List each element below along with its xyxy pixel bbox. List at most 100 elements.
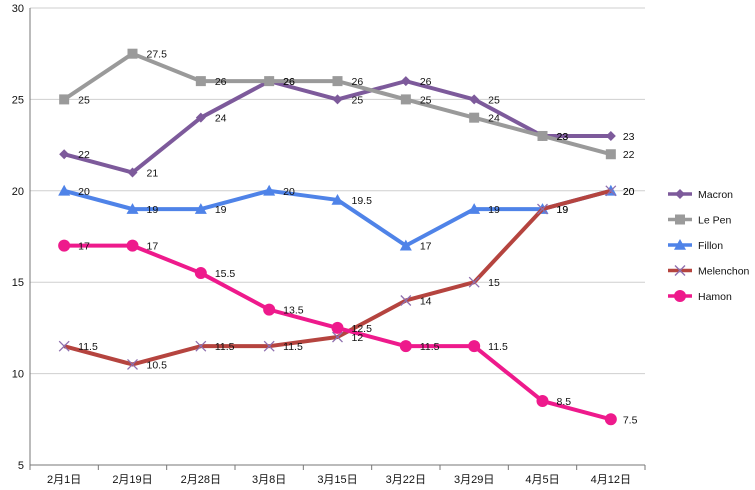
legend-label-melenchon: Melenchon <box>698 266 750 278</box>
melenchon-data-label: 10.5 <box>147 359 168 371</box>
melenchon-data-label: 11.5 <box>215 341 235 353</box>
x-tick-label: 4月5日 <box>525 474 559 486</box>
x-tick-label: 4月12日 <box>591 474 631 486</box>
y-tick-label: 5 <box>18 460 24 472</box>
fillon-data-label: 19 <box>488 204 500 216</box>
le-pen-point <box>469 112 480 123</box>
melenchon-point <box>195 340 207 352</box>
legend: Macron Le Pen Fillon Melenchon Hamon <box>668 189 750 303</box>
melenchon-point <box>537 203 548 215</box>
macron-data-label: 22 <box>78 149 90 161</box>
legend-item-fillon: Fillon <box>668 239 723 252</box>
melenchon-point <box>468 276 480 288</box>
le-pen-point <box>537 130 548 141</box>
legend-marker-le-pen <box>675 214 685 225</box>
macron-data-label: 23 <box>557 131 569 143</box>
melenchon-data-label: 20 <box>623 186 635 198</box>
macron-point <box>605 130 616 141</box>
legend-item-macron: Macron <box>668 189 733 201</box>
melenchon-line <box>63 188 612 367</box>
hamon-data-label: 17 <box>147 241 159 253</box>
le-pen-data-label: 26 <box>352 76 364 88</box>
hamon-point <box>536 395 549 408</box>
macron-point <box>400 76 411 87</box>
le-pen-point <box>59 94 70 105</box>
melenchon-data-label: 11.5 <box>78 341 98 353</box>
le-pen-data-label: 26 <box>283 76 295 88</box>
fillon-data-label: 17 <box>420 241 432 253</box>
macron-data-label: 25 <box>488 94 500 106</box>
legend-label-le-pen: Le Pen <box>698 215 731 227</box>
macron-data-label: 24 <box>215 113 227 125</box>
macron-data-label: 26 <box>420 76 432 88</box>
x-tick-label: 3月15日 <box>317 474 357 486</box>
fillon-point <box>126 203 139 214</box>
hamon-point <box>468 340 481 353</box>
hamon-data-label: 15.5 <box>215 268 236 280</box>
fillon-point <box>399 239 412 251</box>
hamon-data-label: 11.5 <box>488 341 508 353</box>
le-pen-data-label: 24 <box>488 113 500 125</box>
x-tick-label: 2月1日 <box>47 474 81 486</box>
y-tick-label: 10 <box>12 369 24 381</box>
le-pen-point <box>605 149 616 160</box>
hamon-data-label: 12.5 <box>352 323 373 335</box>
x-axis-ticks: 2月1日 2月19日 2月28日 3月8日 3月15日 3月22日 3月29日 4月5日 4月1… <box>47 474 631 486</box>
melenchon-point <box>263 340 275 352</box>
macron-point <box>59 149 70 160</box>
fillon-data-label: 19.5 <box>352 195 373 207</box>
le-pen-point <box>400 94 411 105</box>
le-pen-data-label: 25 <box>78 94 90 106</box>
macron-data-label: 21 <box>147 168 159 180</box>
melenchon-point <box>605 185 617 197</box>
fillon-data-label: 20 <box>623 186 635 198</box>
fillon-point <box>468 203 481 214</box>
fillon-point <box>194 203 207 214</box>
macron-data-label: 26 <box>283 76 295 88</box>
melenchon-data-label: 12 <box>352 332 364 344</box>
macron-point <box>469 94 480 105</box>
legend-label-macron: Macron <box>698 189 733 201</box>
hamon-point <box>331 321 344 334</box>
y-tick-label: 15 <box>12 277 24 289</box>
macron-data-label: 23 <box>623 131 635 143</box>
hamon-data-label: 7.5 <box>623 414 638 426</box>
legend-item-hamon: Hamon <box>668 290 732 303</box>
melenchon-point <box>400 295 412 306</box>
le-pen-data-label: 26 <box>215 76 227 88</box>
hamon-data-label: 8.5 <box>557 396 572 408</box>
melenchon-point <box>127 359 138 370</box>
le-pen-point <box>195 76 206 87</box>
le-pen-data-label: 23 <box>557 131 569 143</box>
fillon-point <box>58 184 71 196</box>
melenchon-point <box>58 340 70 352</box>
legend-item-le-pen: Le Pen <box>668 214 731 227</box>
x-tick-label: 3月8日 <box>252 474 286 486</box>
le-pen-data-label: 27.5 <box>147 49 168 61</box>
le-pen-point <box>332 76 343 87</box>
hamon-point <box>604 413 617 426</box>
fillon-data-label: 19 <box>147 204 159 216</box>
x-tick-label: 3月29日 <box>454 474 494 486</box>
x-tick-label: 3月22日 <box>386 474 426 486</box>
legend-marker-macron <box>675 189 685 199</box>
le-pen-data-label: 25 <box>420 94 432 106</box>
le-pen-point <box>264 76 275 87</box>
y-axis-ticks: 5 10 15 20 25 30 <box>12 3 24 472</box>
melenchon-data-label: 19 <box>557 204 569 216</box>
fillon-data-label: 19 <box>215 204 227 216</box>
hamon-data-label: 17 <box>78 241 90 253</box>
legend-marker-hamon <box>674 290 686 302</box>
legend-marker-fillon <box>674 239 686 250</box>
fillon-data-label: 19 <box>557 204 569 216</box>
hamon-data-label: 13.5 <box>283 305 304 317</box>
macron-data-label: 25 <box>352 94 364 106</box>
y-tick-label: 25 <box>12 94 24 106</box>
x-tick-label: 2月19日 <box>112 474 152 486</box>
macron-point <box>195 112 206 123</box>
le-pen-point <box>127 48 138 59</box>
hamon-point <box>263 303 276 316</box>
macron-point <box>332 94 343 105</box>
